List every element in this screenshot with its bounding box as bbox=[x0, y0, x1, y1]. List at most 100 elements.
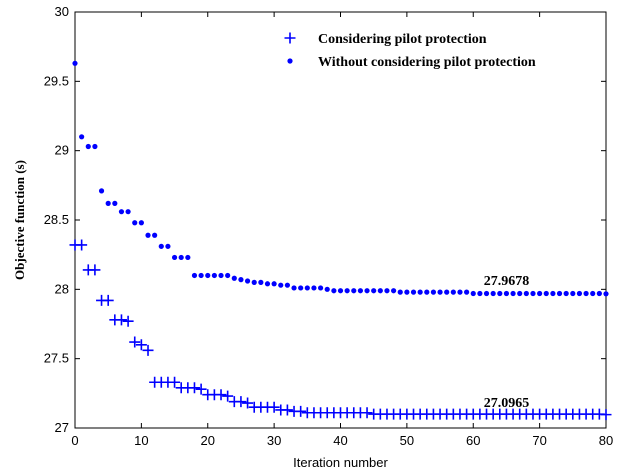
x-tick-label: 80 bbox=[599, 433, 613, 448]
data-point-dot bbox=[264, 281, 271, 287]
data-point-dot bbox=[344, 288, 350, 294]
data-point-dot bbox=[158, 243, 164, 249]
series-considering bbox=[69, 239, 612, 421]
data-point-dot bbox=[244, 278, 251, 284]
data-point-dot bbox=[191, 272, 198, 279]
data-point-plus bbox=[188, 382, 200, 394]
data-point-dot bbox=[98, 188, 105, 194]
data-point-dot bbox=[324, 286, 330, 292]
data-point-dot bbox=[550, 290, 556, 297]
x-tick-label: 0 bbox=[71, 433, 78, 448]
x-tick-label: 60 bbox=[466, 433, 480, 448]
data-point-dot bbox=[410, 289, 417, 295]
data-point-dot bbox=[603, 291, 609, 297]
data-point-plus bbox=[135, 339, 147, 351]
x-tick-label: 40 bbox=[333, 433, 347, 448]
data-point-plus bbox=[215, 389, 227, 401]
data-point-plus bbox=[295, 405, 307, 417]
data-point-dot bbox=[457, 289, 463, 295]
data-point-plus bbox=[129, 336, 141, 348]
data-point-dot bbox=[424, 289, 430, 295]
data-point-plus bbox=[102, 294, 114, 306]
data-point-dot bbox=[284, 282, 290, 288]
y-tick-label: 29 bbox=[55, 143, 69, 158]
data-point-dot bbox=[371, 288, 377, 294]
data-point-dot bbox=[231, 275, 237, 281]
data-point-dot bbox=[357, 288, 364, 294]
data-point-dot bbox=[497, 290, 503, 297]
data-point-dot bbox=[444, 289, 450, 295]
annotation-final-considering: 27.0965 bbox=[484, 396, 530, 411]
data-point-dot bbox=[79, 134, 85, 140]
y-tick-label: 28.5 bbox=[44, 212, 69, 227]
x-axis-label: Iteration number bbox=[293, 455, 388, 470]
data-point-plus bbox=[142, 344, 154, 356]
plot-area bbox=[74, 11, 607, 429]
data-point-dot bbox=[218, 272, 224, 279]
data-point-plus bbox=[600, 409, 612, 421]
data-point-dot bbox=[304, 285, 310, 291]
data-point-dot bbox=[530, 290, 536, 297]
data-point-dot bbox=[503, 290, 510, 297]
data-point-dot bbox=[72, 60, 78, 66]
data-point-dot bbox=[364, 288, 370, 294]
data-point-dot bbox=[205, 272, 211, 279]
x-tick-label: 30 bbox=[267, 433, 281, 448]
data-point-plus bbox=[195, 383, 207, 395]
data-point-dot bbox=[298, 285, 304, 291]
data-point-plus bbox=[235, 396, 247, 408]
data-point-dot bbox=[178, 254, 184, 261]
data-point-dot bbox=[583, 290, 589, 297]
data-point-dot bbox=[337, 288, 344, 294]
data-point-plus bbox=[281, 404, 293, 416]
x-tick-label: 70 bbox=[532, 433, 546, 448]
legend-marker-dot bbox=[287, 58, 293, 64]
data-point-dot bbox=[105, 200, 111, 206]
legend-label-without: Without considering pilot protection bbox=[318, 55, 536, 70]
x-tick-label: 50 bbox=[400, 433, 414, 448]
y-axis-label: Objective function (s) bbox=[12, 160, 27, 280]
data-point-dot bbox=[576, 290, 583, 297]
y-tick-label: 27.5 bbox=[44, 351, 69, 366]
y-tick-label: 27 bbox=[55, 420, 69, 435]
data-point-dot bbox=[384, 288, 390, 294]
data-point-dot bbox=[556, 290, 563, 297]
data-point-dot bbox=[152, 232, 158, 238]
data-point-plus bbox=[122, 315, 134, 327]
data-point-dot bbox=[404, 289, 410, 295]
data-point-dot bbox=[291, 285, 297, 291]
data-point-dot bbox=[271, 281, 277, 287]
data-point-dot bbox=[397, 289, 403, 295]
x-tick-label: 10 bbox=[134, 433, 148, 448]
data-point-dot bbox=[563, 290, 569, 297]
legend: Considering pilot protection Without con… bbox=[284, 32, 536, 70]
data-point-dot bbox=[351, 288, 357, 294]
data-point-dot bbox=[537, 290, 543, 297]
x-tick-label: 20 bbox=[201, 433, 215, 448]
data-point-dot bbox=[185, 254, 191, 261]
data-point-dot bbox=[125, 209, 131, 215]
data-point-dot bbox=[483, 290, 490, 297]
data-point-plus bbox=[76, 239, 88, 251]
data-point-dot bbox=[590, 290, 596, 297]
data-point-dot bbox=[464, 289, 470, 295]
y-tick-label: 28 bbox=[55, 281, 69, 296]
data-point-plus bbox=[89, 264, 101, 276]
data-point-plus bbox=[242, 397, 254, 409]
data-point-dot bbox=[198, 272, 204, 279]
data-point-dot bbox=[596, 290, 602, 297]
y-tick-label: 29.5 bbox=[44, 73, 69, 88]
axis-ticks: 0 10 20 30 40 50 60 70 80 27 27.5 28 28.5 29 29.5 30 bbox=[44, 4, 614, 448]
series-without bbox=[72, 60, 609, 297]
data-point-dot bbox=[238, 277, 244, 283]
data-point-plus bbox=[268, 401, 280, 413]
annotation-final-without: 27.9678 bbox=[484, 274, 530, 289]
data-point-dot bbox=[470, 290, 476, 297]
data-point-dot bbox=[85, 143, 91, 150]
data-point-dot bbox=[92, 143, 98, 150]
data-point-plus bbox=[361, 407, 373, 419]
data-point-plus bbox=[115, 314, 127, 326]
data-point-dot bbox=[510, 290, 516, 297]
data-point-dot bbox=[391, 288, 397, 294]
